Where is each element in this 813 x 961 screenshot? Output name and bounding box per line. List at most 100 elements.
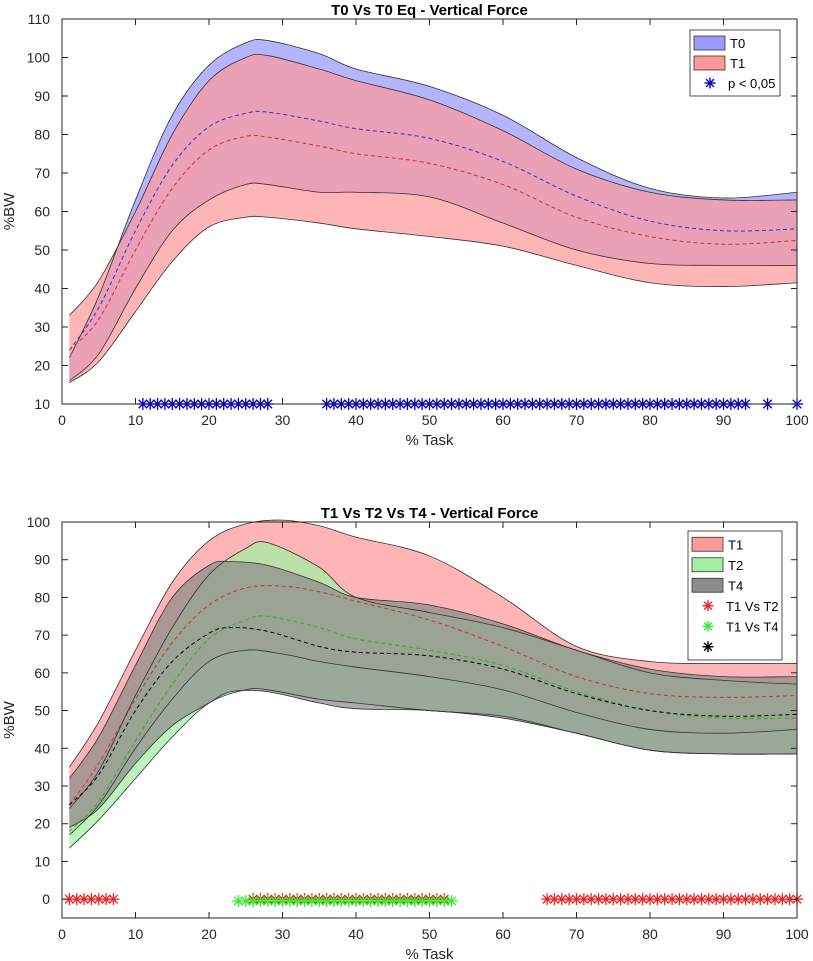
mean-line-t2	[68, 615, 798, 832]
legend-marker	[702, 600, 714, 612]
legend: T0 T1 p < 0,05	[689, 29, 781, 97]
y-tick-label: 20	[34, 358, 50, 374]
significance-marker	[100, 893, 113, 906]
y-tick-label: 40	[34, 281, 50, 297]
y-tick-label: 60	[34, 665, 50, 681]
x-tick-label: 90	[716, 926, 732, 942]
lower-bound-t4	[69, 689, 798, 828]
upper-bound-t2	[69, 541, 798, 809]
y-tick-label: 60	[34, 204, 50, 220]
y-tick-label: 100	[27, 50, 51, 66]
legend-swatch	[693, 35, 726, 51]
y-tick-label: 30	[34, 778, 50, 794]
chart-1: 0 10 20 30 40 50 60 70 80 90 100 10 20 30 40 50 60 70 80 90…	[1, 2, 809, 449]
legend-label: T0	[730, 36, 745, 51]
y-tick-label: 70	[34, 165, 50, 181]
mean-line-t1	[68, 134, 798, 351]
significance-marker	[629, 893, 642, 906]
significance-marker	[63, 893, 76, 906]
y-tick-label: 90	[34, 552, 50, 568]
x-tick-label: 0	[58, 412, 66, 428]
significance-marker	[70, 893, 83, 906]
significance-marker	[239, 895, 252, 908]
significance-marker	[254, 895, 267, 908]
chart-title: T0 Vs T0 Eq - Vertical Force	[331, 2, 528, 19]
significance-marker	[261, 895, 274, 908]
x-tick-label: 20	[201, 926, 217, 942]
legend-swatch	[691, 577, 724, 593]
y-tick-label: 10	[34, 396, 50, 412]
y-tick-label: 20	[34, 816, 50, 832]
legend-label: T1 Vs T2	[726, 599, 779, 614]
x-tick-label: 100	[785, 412, 809, 428]
significance-marker	[607, 893, 620, 906]
significance-marker	[445, 895, 458, 908]
significance-marker	[585, 893, 598, 906]
x-tick-label: 40	[348, 926, 364, 942]
significance-marker	[541, 893, 554, 906]
x-tick-label: 10	[128, 926, 144, 942]
y-tick-label: 30	[34, 319, 50, 335]
significance-marker	[636, 893, 649, 906]
x-tick-label: 50	[422, 412, 438, 428]
significance-marker	[563, 893, 576, 906]
y-tick-label: 50	[34, 242, 50, 258]
y-tick-label: 110	[28, 11, 51, 27]
x-tick-label: 10	[128, 412, 144, 428]
x-tick-label: 70	[569, 926, 585, 942]
significance-marker	[658, 893, 671, 906]
y-tick-label: 70	[34, 627, 50, 643]
legend-label: p < 0,05	[728, 76, 775, 91]
legend-marker	[704, 77, 716, 89]
mean-line-t4	[68, 627, 798, 806]
significance-marker	[438, 895, 451, 908]
lower-bound-t1	[69, 215, 798, 384]
significance-marker	[644, 893, 656, 906]
y-tick-label: 80	[34, 127, 50, 143]
x-axis-label: % Task	[405, 432, 454, 449]
x-tick-label: 40	[348, 412, 364, 428]
chart-2: 0 10 20 30 40 50 60 70 80 90 100 0 10 20 30 40 50 60 70 80 9…	[1, 505, 809, 961]
significance-marker	[783, 893, 796, 906]
legend-box	[687, 530, 783, 661]
significance-marker	[680, 893, 693, 906]
significance-marker	[739, 893, 752, 906]
significance-marker	[298, 895, 311, 908]
mean-line-t0	[68, 110, 798, 351]
significance-marker	[614, 893, 627, 906]
y-axis-label: %BW	[1, 192, 18, 230]
x-tick-label: 100	[785, 926, 809, 942]
x-tick-label: 30	[275, 926, 291, 942]
y-tick-label: 100	[27, 514, 51, 530]
significance-marker	[291, 895, 304, 908]
y-axis-label: %BW	[1, 700, 18, 738]
significance-marker	[107, 893, 120, 906]
significance-marker	[555, 893, 568, 906]
upper-bound-t4	[69, 560, 798, 779]
upper-bound-t1	[69, 519, 798, 768]
lower-bound-t1	[69, 649, 798, 836]
legend-marker	[702, 620, 714, 632]
legend-swatch	[691, 557, 724, 573]
x-tick-label: 60	[495, 412, 511, 428]
chart-title: T1 Vs T2 Vs T4 - Vertical Force	[321, 505, 539, 522]
significance-marker	[335, 895, 348, 908]
significance-marker	[592, 893, 605, 906]
x-tick-label: 50	[422, 926, 438, 942]
legend-label: T2	[728, 558, 743, 573]
significance-marker	[548, 893, 561, 906]
significance-marker	[364, 895, 377, 908]
x-tick-label: 20	[201, 412, 217, 428]
legend-swatch	[691, 536, 724, 552]
x-tick-label: 0	[58, 926, 66, 942]
upper-bound-t0	[68, 39, 798, 358]
y-tick-label: 90	[34, 88, 50, 104]
y-tick-label: 10	[34, 853, 50, 869]
legend-label: T1	[730, 56, 745, 71]
y-tick-label: 80	[34, 589, 50, 605]
x-tick-label: 60	[495, 926, 511, 942]
y-tick-label: 50	[34, 703, 50, 719]
significance-marker	[408, 895, 421, 908]
x-tick-label: 70	[569, 412, 585, 428]
